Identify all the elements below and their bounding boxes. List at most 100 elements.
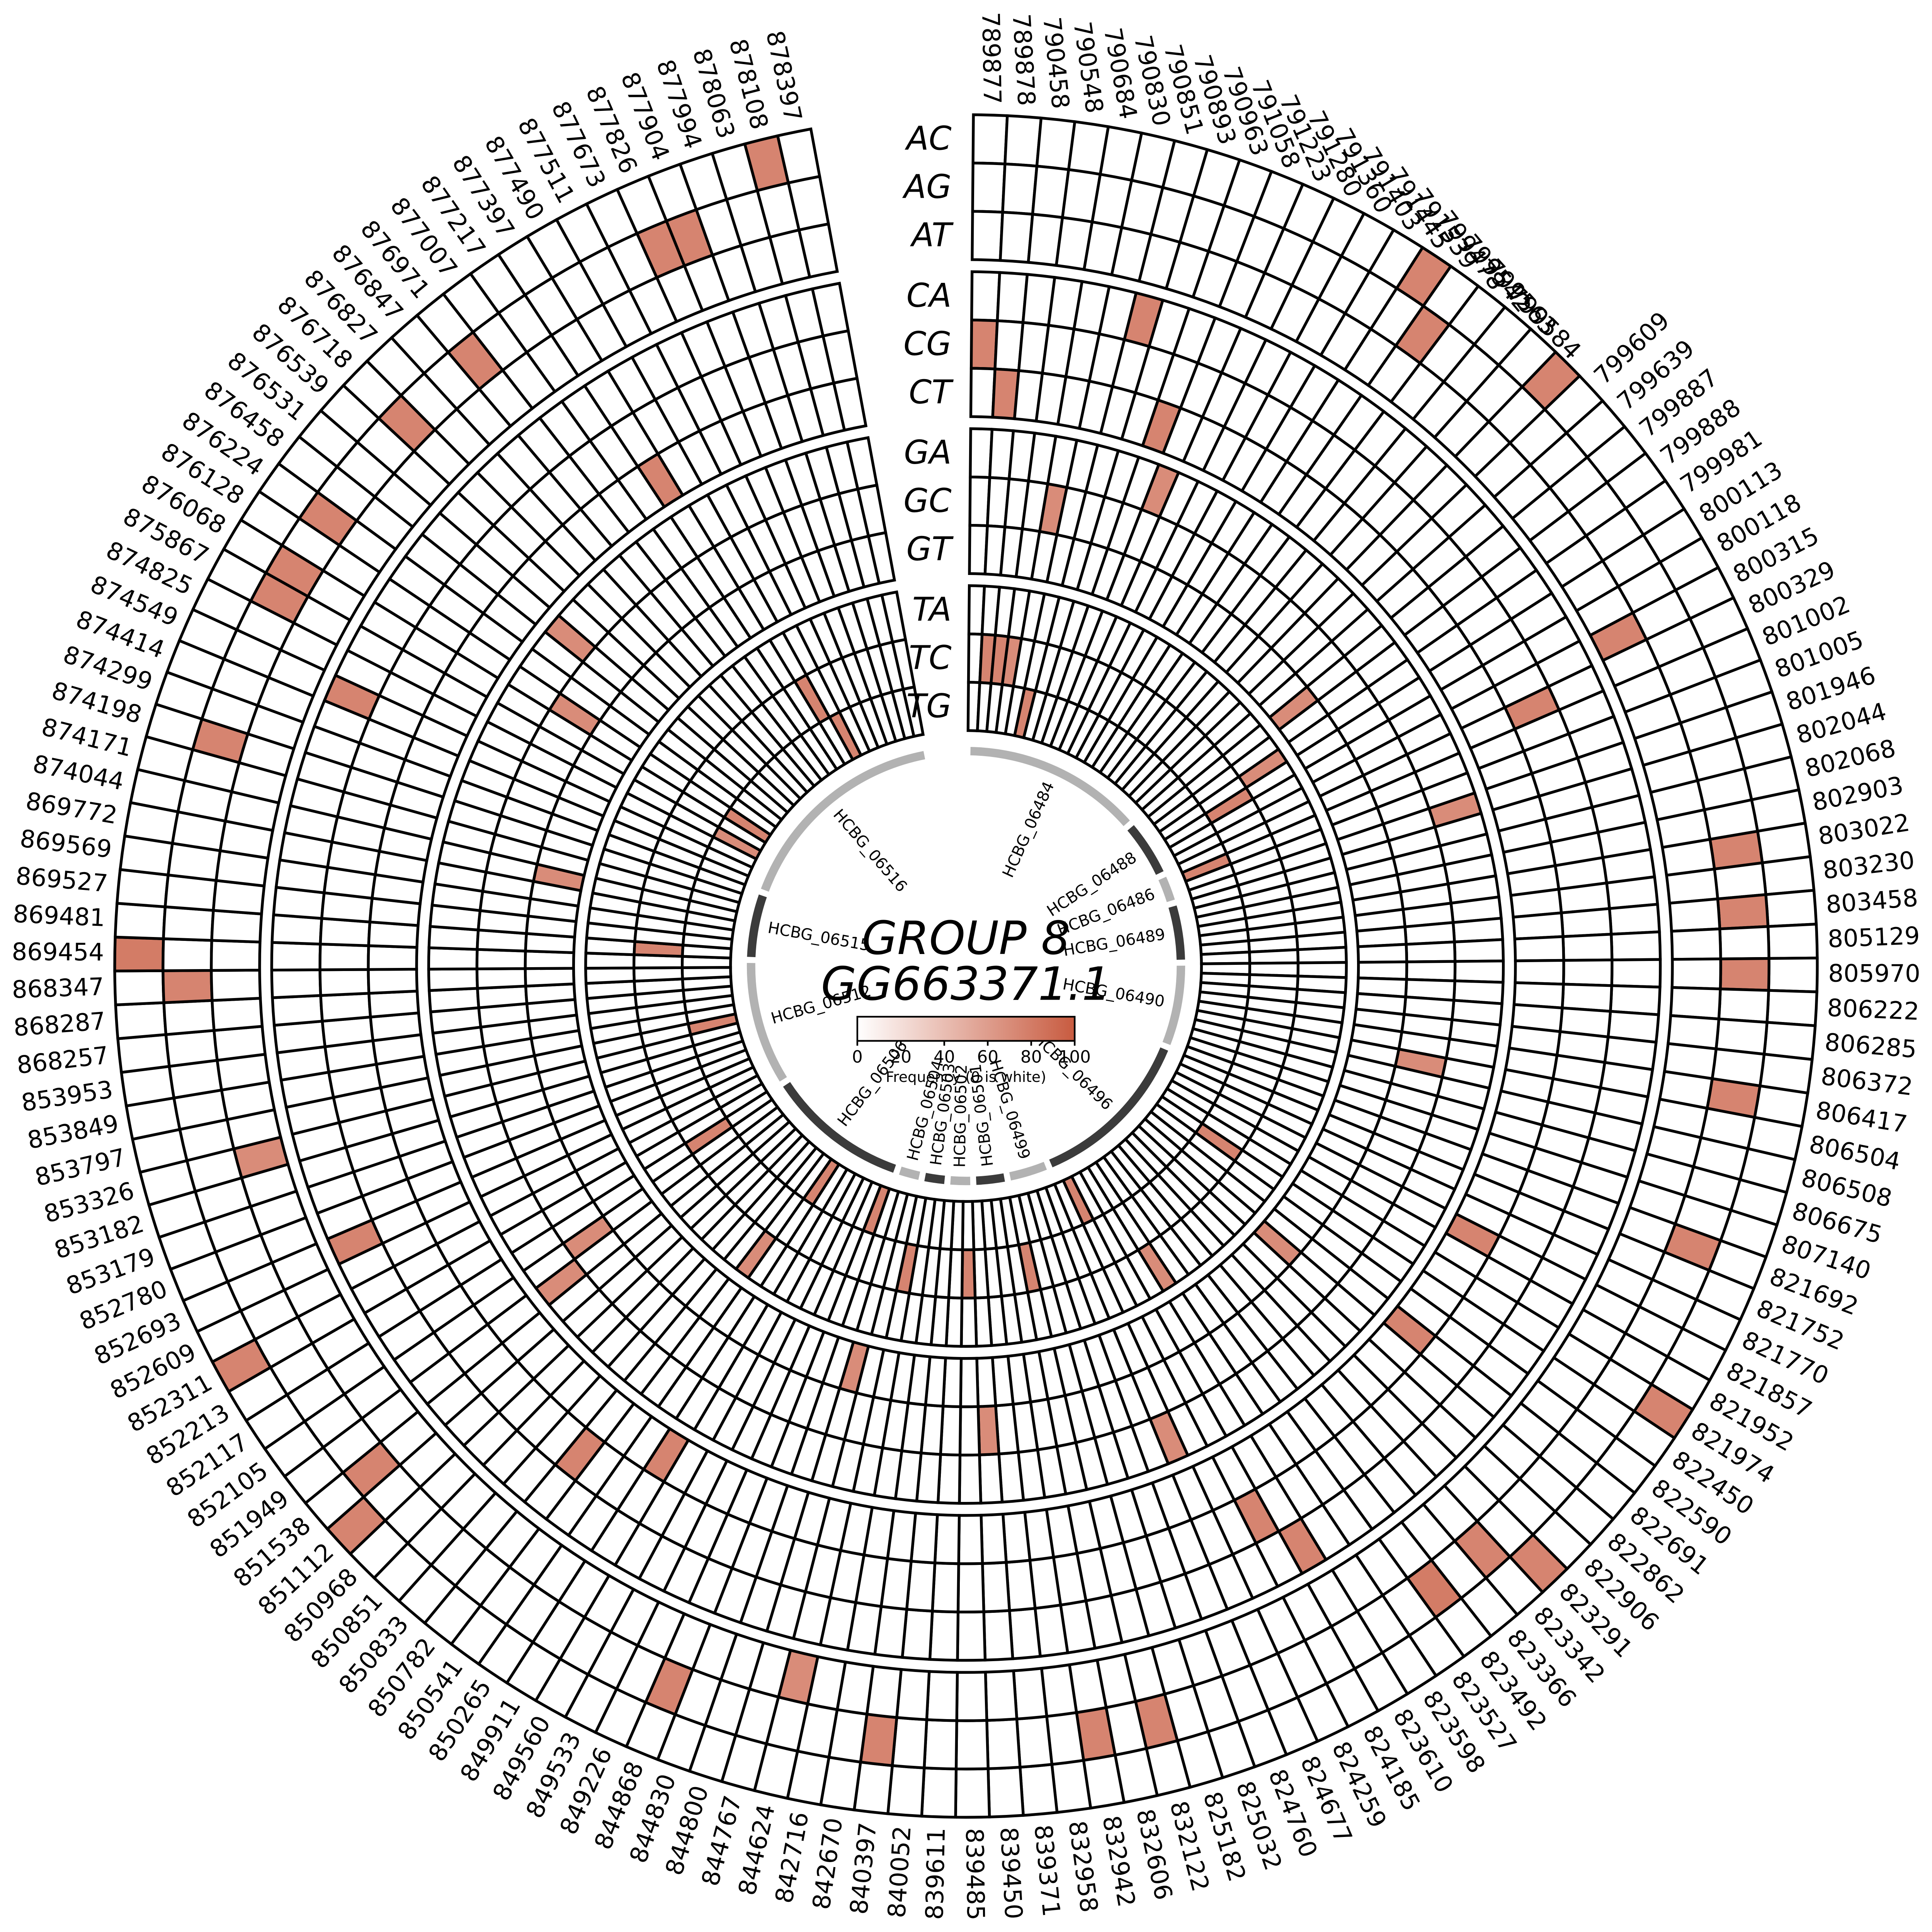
gene-label: HCBG_06502 xyxy=(950,1064,971,1168)
heat-cell xyxy=(1356,943,1408,964)
heat-cell xyxy=(271,994,324,1027)
heat-cell xyxy=(1514,959,1565,986)
heat-cell xyxy=(164,1029,219,1068)
heat-cell xyxy=(113,935,165,973)
heat-cell xyxy=(960,1248,977,1299)
heat-cell xyxy=(367,968,419,995)
position-label: 839371 xyxy=(1029,1823,1066,1918)
ring-label-ac: AC xyxy=(905,120,952,158)
heat-cell xyxy=(971,113,1009,166)
heat-cell xyxy=(1719,957,1770,992)
frequency-legend: 0 20 40 60 80 100 Frequency (0 is white) xyxy=(852,1016,1091,1085)
gene-arc xyxy=(976,1173,1005,1185)
ring-label-gc: GC xyxy=(903,482,951,520)
heat-cell xyxy=(958,1453,983,1505)
heat-cell xyxy=(211,997,264,1032)
heat-cell xyxy=(969,318,999,371)
accession-title: GG663371.1 xyxy=(821,958,1111,1011)
heat-cell xyxy=(1665,867,1719,905)
gene-arc xyxy=(783,1082,896,1173)
heat-cell xyxy=(1512,911,1565,940)
ring-label-ag: AG xyxy=(902,168,951,206)
heat-cell xyxy=(931,1561,960,1614)
position-label: 869772 xyxy=(24,787,119,830)
heat-cell xyxy=(213,1025,267,1062)
heat-cell xyxy=(1765,989,1818,1027)
position-label: 789877 xyxy=(976,12,1007,104)
heat-cell xyxy=(1766,922,1819,960)
position-label: 869527 xyxy=(15,862,109,898)
heat-cell xyxy=(957,1514,984,1565)
legend-tick-label: 40 xyxy=(934,1047,955,1067)
heat-cell xyxy=(971,210,1004,262)
gene-arc xyxy=(1009,1162,1047,1181)
heat-cell xyxy=(986,1765,1025,1818)
position-label: 842670 xyxy=(807,1816,848,1912)
heat-cell xyxy=(975,1356,997,1408)
position-label: 839611 xyxy=(920,1827,951,1920)
heat-cell xyxy=(210,939,262,972)
heat-cell xyxy=(982,1609,1014,1662)
gene-arc xyxy=(747,894,767,957)
heat-cell xyxy=(891,1716,929,1770)
ring-label-tc: TC xyxy=(909,639,952,677)
heat-cell xyxy=(933,1513,961,1565)
heat-cell xyxy=(959,1357,980,1408)
heat-cell xyxy=(114,1001,168,1041)
heat-cell xyxy=(475,967,527,990)
position-label: 839485 xyxy=(960,1828,990,1921)
heat-cell xyxy=(984,1669,1019,1722)
heat-cell xyxy=(367,990,420,1019)
heat-cell xyxy=(1050,1759,1092,1814)
heat-cell xyxy=(210,909,263,944)
heat-cell xyxy=(1718,925,1770,961)
heat-cell xyxy=(971,162,1007,214)
position-label: 806285 xyxy=(1824,1028,1918,1063)
position-label: 868347 xyxy=(11,973,104,1004)
heat-cell xyxy=(920,1766,958,1819)
heat-cell xyxy=(1670,927,1722,961)
heat-cell xyxy=(978,1452,1004,1505)
heat-cell xyxy=(114,901,167,940)
heat-cell xyxy=(1668,897,1721,933)
gene-arc xyxy=(1049,1047,1168,1168)
ring-label-tg: TG xyxy=(906,687,952,725)
gene-arcs xyxy=(747,747,1185,1185)
position-label: 803022 xyxy=(1816,808,1912,850)
heat-cell xyxy=(1669,986,1722,1020)
position-label: 806222 xyxy=(1827,993,1920,1026)
heat-cell xyxy=(1513,935,1565,963)
heat-cell xyxy=(1610,958,1662,989)
heat-cell xyxy=(1760,855,1816,896)
heat-cell xyxy=(584,966,636,985)
heat-cell xyxy=(162,937,213,972)
position-label: 840397 xyxy=(845,1821,882,1916)
heat-cell xyxy=(925,1670,959,1722)
heat-cell xyxy=(1453,938,1505,963)
heatmap-cells xyxy=(113,113,1819,1819)
heat-cell xyxy=(1716,893,1770,930)
heat-cell xyxy=(162,969,214,1004)
ring-label-at: AT xyxy=(910,216,954,254)
position-label: 832958 xyxy=(1063,1819,1104,1914)
heat-cell xyxy=(475,948,527,971)
position-label: 805129 xyxy=(1827,922,1920,953)
position-label: 789878 xyxy=(1007,13,1041,107)
heat-cell xyxy=(1610,930,1662,961)
heat-cell xyxy=(955,1670,988,1722)
ring-label-ct: CT xyxy=(909,373,954,411)
heat-cell xyxy=(1008,1607,1042,1660)
gene-label: HCBG_06516 xyxy=(830,805,911,895)
heat-cell xyxy=(1608,903,1661,936)
heat-cell xyxy=(886,1764,926,1818)
heat-cell xyxy=(1451,917,1504,944)
heat-cell xyxy=(1764,889,1818,928)
heat-cell xyxy=(928,1609,960,1662)
heat-cell xyxy=(524,967,576,988)
heat-cell xyxy=(116,1033,171,1074)
legend-tick-label: 80 xyxy=(1020,1047,1042,1067)
gene-arc xyxy=(899,1167,920,1180)
legend-tick-label: 20 xyxy=(890,1047,912,1067)
legend-caption: Frequency (0 is white) xyxy=(886,1068,1046,1085)
heat-cell xyxy=(318,968,371,997)
